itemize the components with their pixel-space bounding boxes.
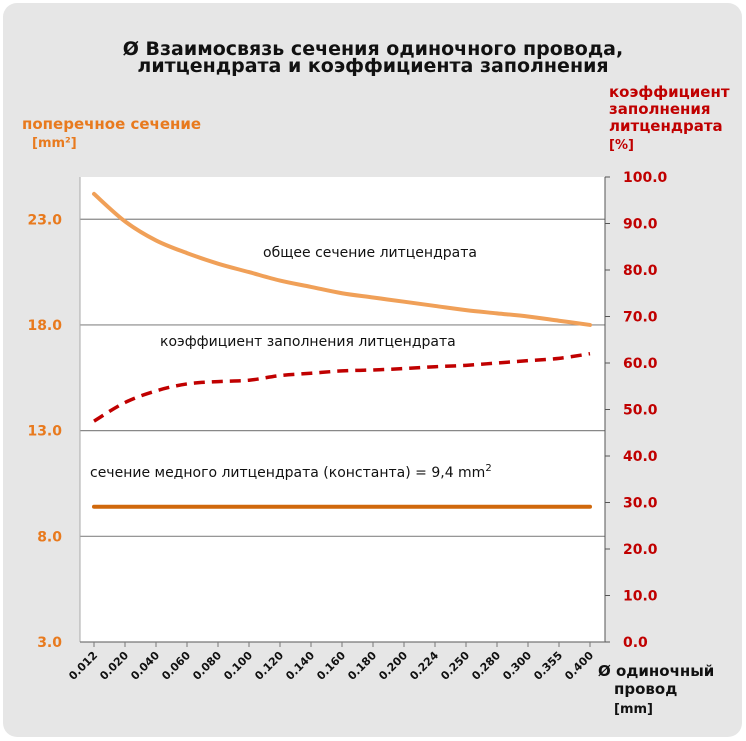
chart-title-line1: Ø Взаимосвязь сечения одиночного провода… xyxy=(122,38,624,60)
right-tick-label: 90.0 xyxy=(623,217,658,233)
x-tick-label: 0.300 xyxy=(500,649,534,683)
right-axis-label-3: литцендрата xyxy=(609,117,723,135)
series-line-1 xyxy=(92,191,592,327)
series-label-fill-factor: коэффициент заполнения литцендрата xyxy=(160,334,456,350)
x-tick-label: 0.180 xyxy=(345,649,379,683)
right-tick-label: 70.0 xyxy=(623,310,658,326)
x-tick-label: 0.020 xyxy=(97,649,131,683)
x-tick-label: 0.060 xyxy=(159,649,193,683)
right-tick-label: 10.0 xyxy=(623,589,658,605)
left-tick-label: 3.0 xyxy=(37,635,62,651)
x-tick-label: 0.012 xyxy=(66,649,100,683)
left-tick-label: 13.0 xyxy=(27,424,62,440)
left-axis-label: поперечное сечение xyxy=(22,115,202,133)
x-axis-label-2: провод xyxy=(614,680,678,698)
x-tick-label: 0.200 xyxy=(376,649,410,683)
series-label-copper-constant: сечение медного литцендрата (константа) … xyxy=(90,463,492,481)
right-tick-label: 50.0 xyxy=(623,403,658,419)
left-tick-label: 18.0 xyxy=(27,318,62,334)
x-tick-label: 0.160 xyxy=(314,649,348,683)
left-tick-label: 23.0 xyxy=(27,212,62,228)
right-tick-label: 0.0 xyxy=(623,635,648,651)
x-axis-unit: [mm] xyxy=(614,702,653,717)
right-axis-label-1: коэффициент xyxy=(609,83,730,101)
right-tick-label: 80.0 xyxy=(623,263,658,279)
right-axis-unit: [%] xyxy=(609,138,634,153)
x-tick-label: 0.080 xyxy=(190,649,224,683)
right-axis-label-2: заполнения xyxy=(609,100,711,118)
plot-area xyxy=(80,177,605,642)
right-tick-label: 40.0 xyxy=(623,449,658,465)
x-tick-label: 0.280 xyxy=(469,649,503,683)
x-tick-label: 0.120 xyxy=(252,649,286,683)
left-tick-label: 8.0 xyxy=(37,529,62,545)
x-tick-label: 0.224 xyxy=(407,649,441,683)
x-tick-label: 0.040 xyxy=(128,649,162,683)
series-line-2 xyxy=(93,351,591,423)
chart-title-line2: литцендрата и коэффициента заполнения xyxy=(137,55,609,77)
x-tick-label: 0.100 xyxy=(221,649,255,683)
x-axis-label-1: Ø одиночный xyxy=(598,662,715,680)
right-tick-label: 20.0 xyxy=(623,542,658,558)
series-label-total-cross-section: общее сечение литцендрата xyxy=(263,245,477,261)
x-tick-label: 0.355 xyxy=(531,649,565,683)
right-tick-label: 30.0 xyxy=(623,496,658,512)
right-tick-label: 100.0 xyxy=(623,170,668,186)
right-tick-label: 60.0 xyxy=(623,356,658,372)
x-tick-label: 0.140 xyxy=(283,649,317,683)
x-tick-label: 0.250 xyxy=(438,649,472,683)
left-axis-unit: [mm²] xyxy=(32,136,77,151)
x-tick-label: 0.400 xyxy=(562,649,596,683)
